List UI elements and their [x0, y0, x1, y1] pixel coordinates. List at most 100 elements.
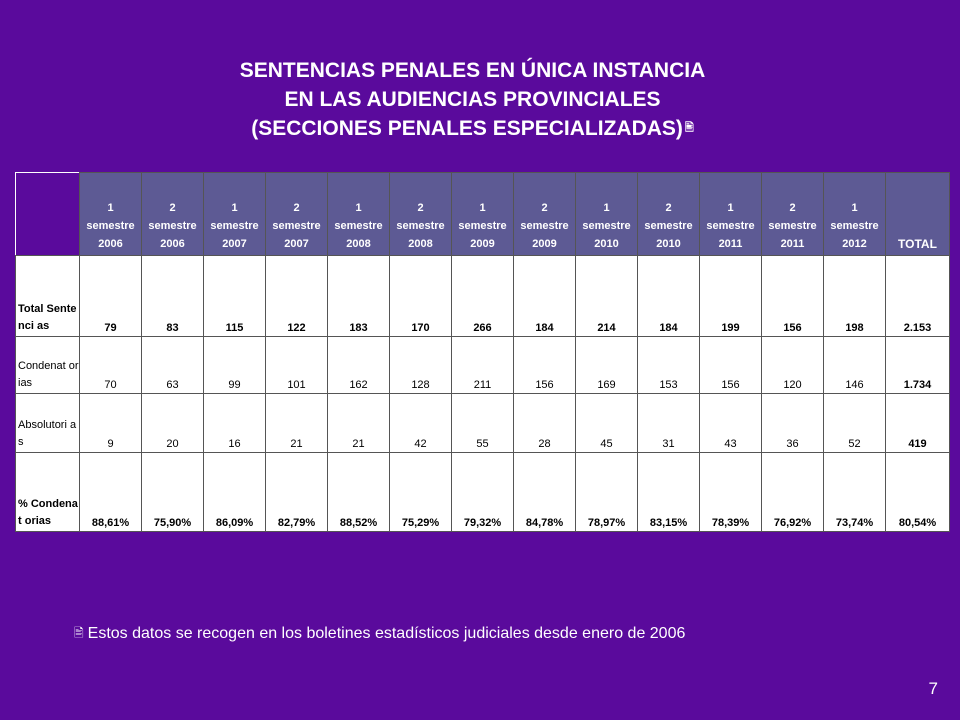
header-cell: 1 semestre 2012 — [823, 172, 886, 256]
header-year: 2006 — [160, 238, 185, 250]
table-cell: 88,52% — [327, 452, 390, 532]
table-cell: 84,78% — [513, 452, 576, 532]
header-num: 1 — [355, 202, 362, 214]
header-cell: 2 semestre 2010 — [637, 172, 700, 256]
table-cell: 79,32% — [451, 452, 514, 532]
header-cell: 1 semestre 2011 — [699, 172, 762, 256]
table-cell: 162 — [327, 336, 390, 394]
header-year: 2010 — [594, 238, 619, 250]
header-num: 1 — [231, 202, 238, 214]
table-row: Condenat orias 70 63 99 101 162 128 211 156 169 15… — [15, 336, 950, 394]
header-word: semestre — [520, 220, 569, 232]
table-cell: 52 — [823, 393, 886, 453]
table-cell: 122 — [265, 255, 328, 337]
header-num: 2 — [789, 202, 796, 214]
table-cell: 211 — [451, 336, 514, 394]
header-num: 2 — [541, 202, 548, 214]
table-cell: 78,97% — [575, 452, 638, 532]
table-cell: 214 — [575, 255, 638, 337]
table-cell: 83 — [141, 255, 204, 337]
header-word: semestre — [396, 220, 445, 232]
header-year: 2006 — [98, 238, 123, 250]
table-cell: 86,09% — [203, 452, 266, 532]
header-num: 2 — [293, 202, 300, 214]
table-cell: 88,61% — [79, 452, 142, 532]
header-word: semestre — [210, 220, 259, 232]
corner-cell — [15, 172, 80, 256]
document-icon: 🖹 — [74, 626, 84, 640]
header-cell: 2 semestre 2009 — [513, 172, 576, 256]
table-cell: 184 — [513, 255, 576, 337]
table-cell: 184 — [637, 255, 700, 337]
table-cell: 45 — [575, 393, 638, 453]
table-cell: 128 — [389, 336, 452, 394]
header-year: 2011 — [780, 238, 805, 250]
header-word: semestre — [148, 220, 197, 232]
table-cell: 75,90% — [141, 452, 204, 532]
table-cell: 78,39% — [699, 452, 762, 532]
header-word: semestre — [272, 220, 321, 232]
header-cell: 2 semestre 2006 — [141, 172, 204, 256]
table-cell: 75,29% — [389, 452, 452, 532]
header-year: 2011 — [718, 238, 743, 250]
table-cell: 183 — [327, 255, 390, 337]
table-cell: 156 — [761, 255, 824, 337]
table-cell: 83,15% — [637, 452, 700, 532]
title-line-3-text: (SECCIONES PENALES ESPECIALIZADAS) — [251, 117, 683, 140]
table-cell: 73,74% — [823, 452, 886, 532]
table-cell: 199 — [699, 255, 762, 337]
table-cell: 55 — [451, 393, 514, 453]
table-cell: 16 — [203, 393, 266, 453]
title-line-3: (SECCIONES PENALES ESPECIALIZADAS) 🖹 — [0, 114, 945, 143]
header-cell: 1 semestre 2006 — [79, 172, 142, 256]
header-cell: 1 semestre 2009 — [451, 172, 514, 256]
table-cell: 169 — [575, 336, 638, 394]
row-label: Absolutori as — [15, 393, 80, 453]
table-cell: 146 — [823, 336, 886, 394]
table-cell: 99 — [203, 336, 266, 394]
slide-title: SENTENCIAS PENALES EN ÚNICA INSTANCIA EN… — [0, 56, 945, 143]
table-cell: 70 — [79, 336, 142, 394]
table-cell: 101 — [265, 336, 328, 394]
header-num: 1 — [727, 202, 734, 214]
table-cell: 21 — [265, 393, 328, 453]
header-row: 1 semestre 2006 2 semestre 2006 1 semestre 200… — [15, 172, 950, 256]
header-num: 2 — [417, 202, 424, 214]
row-label: Condenat orias — [15, 336, 80, 394]
header-num: 1 — [603, 202, 610, 214]
header-cell: 1 semestre 2008 — [327, 172, 390, 256]
total-cell: 419 — [885, 393, 950, 453]
header-num: 2 — [665, 202, 672, 214]
table-row: % Condenat orias 88,61% 75,90% 86,09% 82,79%… — [15, 452, 950, 532]
footnote: 🖹 Estos datos se recogen en los boletines… — [74, 624, 685, 645]
table-cell: 9 — [79, 393, 142, 453]
table-cell: 198 — [823, 255, 886, 337]
header-word: semestre — [86, 220, 135, 232]
table-row: Absolutori as 9 20 16 21 21 42 55 28 45 31 43 36 52 41… — [15, 393, 950, 453]
header-word: semestre — [830, 220, 879, 232]
total-cell: 1.734 — [885, 336, 950, 394]
header-word: semestre — [334, 220, 383, 232]
header-num: 2 — [169, 202, 176, 214]
table-cell: 115 — [203, 255, 266, 337]
footnote-text: Estos datos se recogen en los boletines … — [87, 625, 686, 642]
header-year: 2008 — [408, 238, 433, 250]
total-header: TOTAL — [885, 172, 950, 256]
row-label: Total Sentenci as — [15, 255, 80, 337]
header-word: semestre — [768, 220, 817, 232]
table-cell: 63 — [141, 336, 204, 394]
table-cell: 156 — [513, 336, 576, 394]
table-cell: 28 — [513, 393, 576, 453]
header-year: 2012 — [842, 238, 867, 250]
page-number: 7 — [928, 679, 938, 698]
table-cell: 20 — [141, 393, 204, 453]
title-line-1: SENTENCIAS PENALES EN ÚNICA INSTANCIA — [239, 59, 706, 82]
header-cell: 2 semestre 2008 — [389, 172, 452, 256]
header-word: semestre — [458, 220, 507, 232]
header-word: semestre — [582, 220, 631, 232]
table-cell: 153 — [637, 336, 700, 394]
row-label: % Condenat orias — [15, 452, 80, 532]
header-year: 2008 — [346, 238, 371, 250]
header-cell: 1 semestre 2007 — [203, 172, 266, 256]
header-cell: 2 semestre 2007 — [265, 172, 328, 256]
